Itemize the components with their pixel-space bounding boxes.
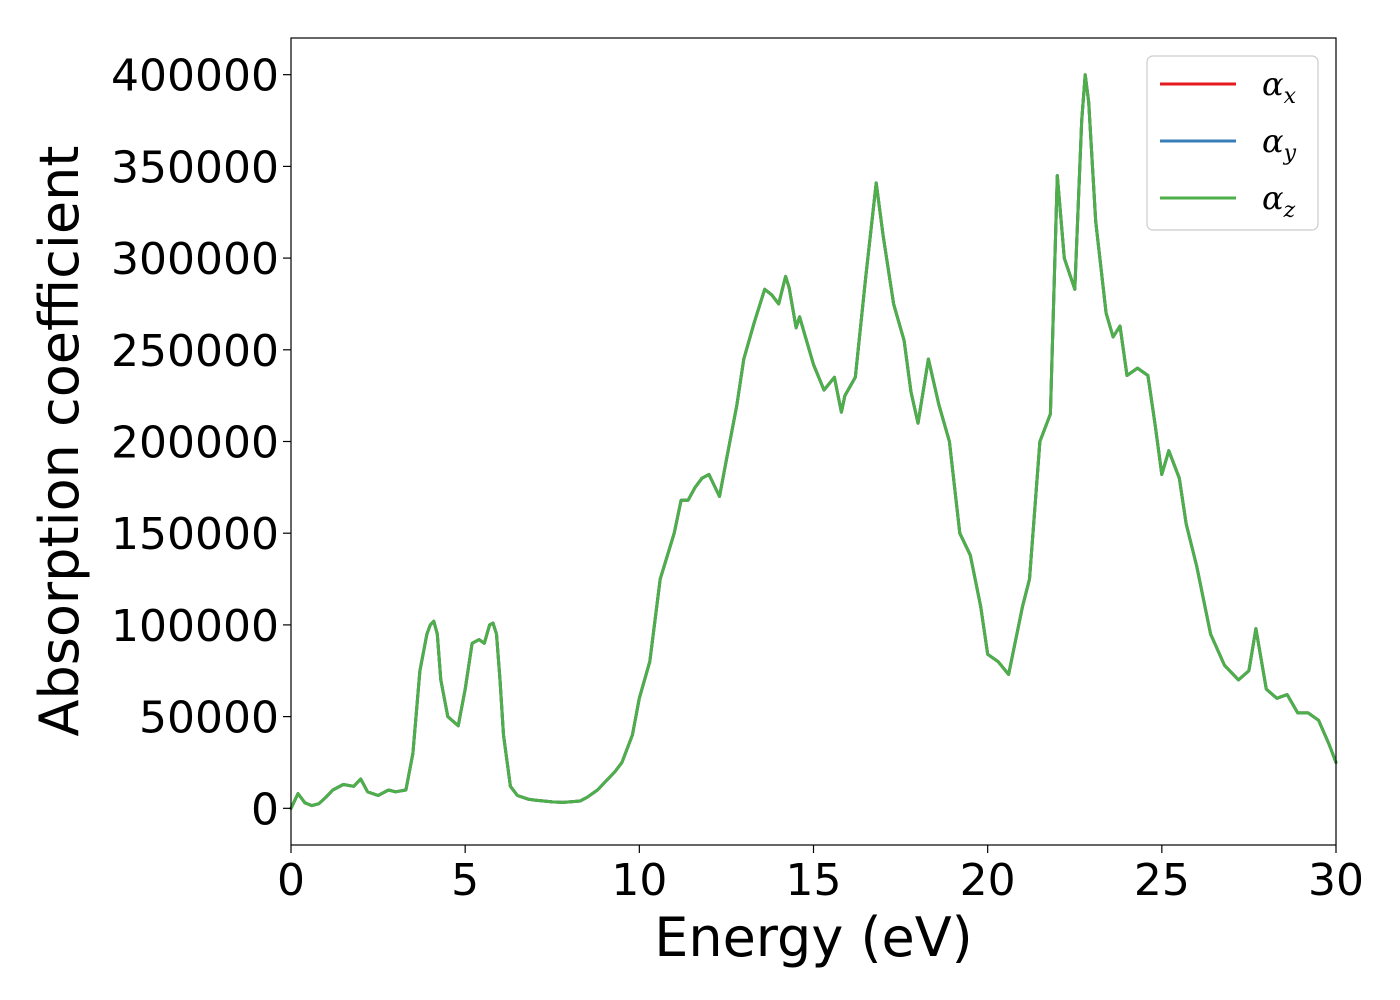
x-axis-label: Energy (eV) xyxy=(654,906,973,969)
x-tick-label-4: 20 xyxy=(960,855,1016,906)
x-tick-label-0: 0 xyxy=(277,855,305,906)
x-tick-label-3: 15 xyxy=(786,855,842,906)
legend-label-z: αz xyxy=(1262,179,1296,223)
y-tick-label-8: 400000 xyxy=(111,51,279,102)
y-axis-ticks: 0 50000 100000 150000 200000 250000 300000 3500… xyxy=(111,51,291,835)
x-tick-label-5: 25 xyxy=(1134,855,1190,906)
y-axis-label: Absorption coefficient xyxy=(28,146,91,737)
legend-label-y: αy xyxy=(1262,122,1297,166)
y-tick-label-5: 250000 xyxy=(111,326,279,377)
x-axis-ticks: 0 5 10 15 20 25 30 xyxy=(277,845,1364,906)
y-tick-label-7: 350000 xyxy=(111,142,279,193)
y-tick-label-2: 100000 xyxy=(111,601,279,652)
y-tick-label-3: 150000 xyxy=(111,509,279,560)
x-tick-label-2: 10 xyxy=(611,855,667,906)
legend: αx αy αz xyxy=(1146,55,1319,231)
x-tick-label-6: 30 xyxy=(1308,855,1364,906)
series-line-2 xyxy=(289,73,1338,810)
legend-label-x: αx xyxy=(1262,65,1297,109)
y-tick-label-6: 300000 xyxy=(111,234,279,285)
y-tick-label-1: 50000 xyxy=(139,693,279,744)
y-tick-label-4: 200000 xyxy=(111,418,279,469)
series-layer xyxy=(289,73,1338,810)
x-tick-label-1: 5 xyxy=(451,855,479,906)
legend-box xyxy=(1146,55,1319,231)
y-tick-label-0: 0 xyxy=(251,784,279,835)
